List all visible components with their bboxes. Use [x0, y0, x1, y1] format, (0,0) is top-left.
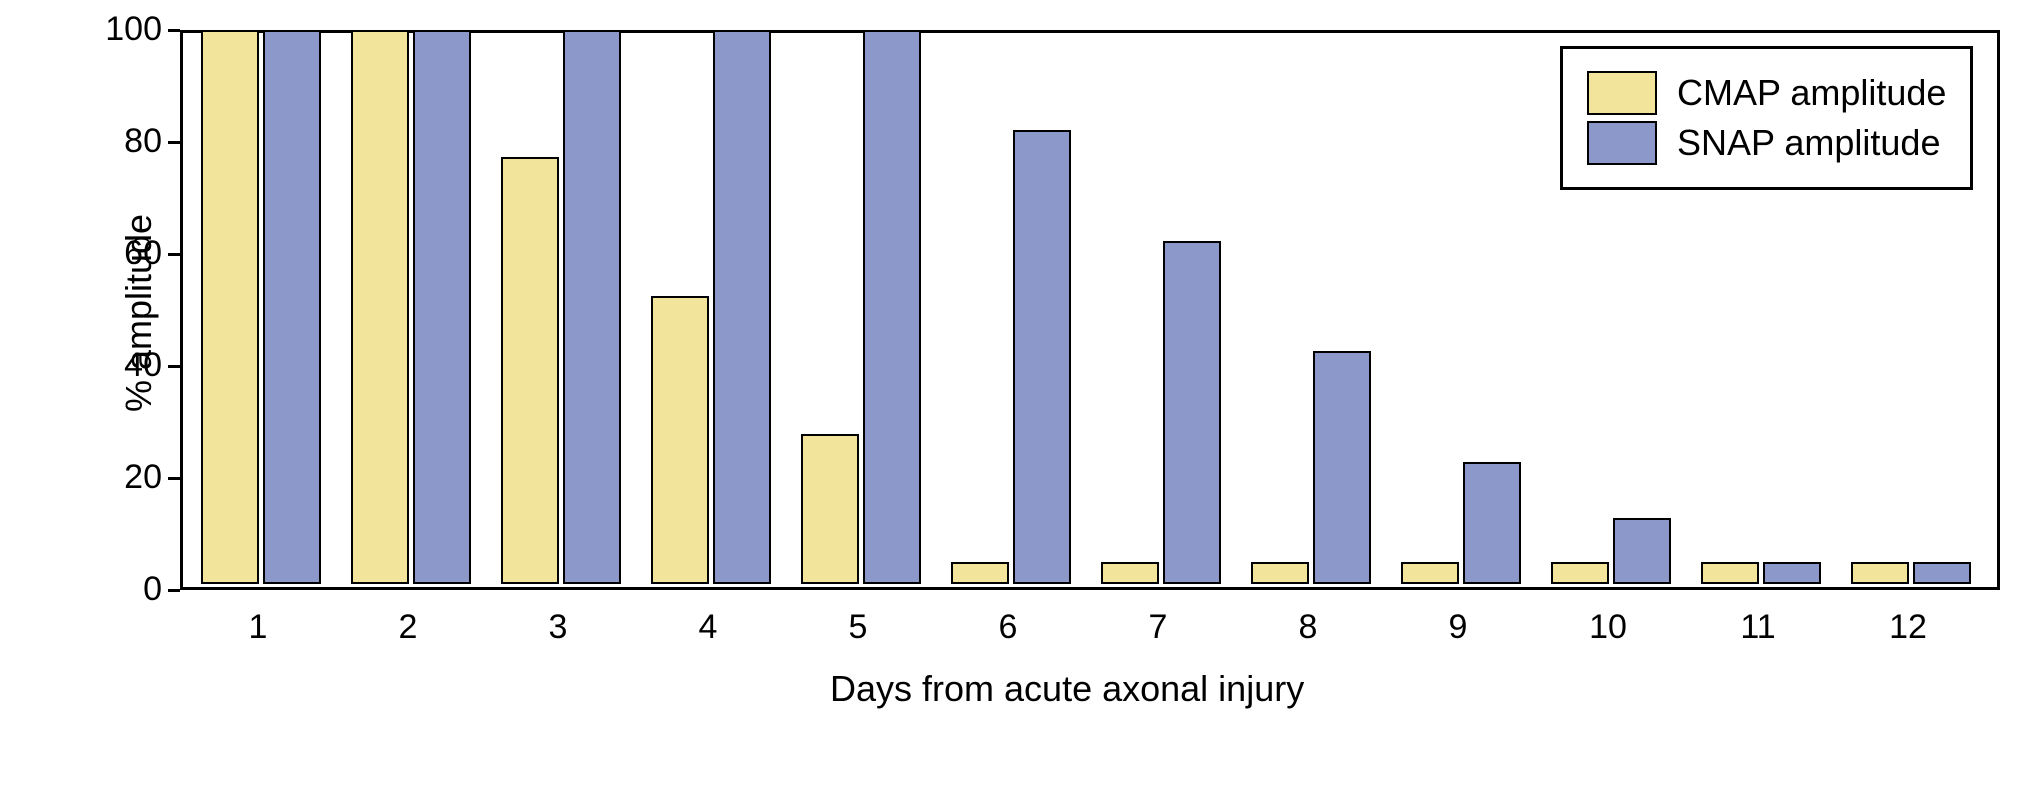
bar-snap: [413, 30, 471, 584]
amplitude-bar-chart: % amplitude Days from acute axonal injur…: [20, 20, 2010, 780]
bar-cmap: [1851, 562, 1909, 584]
bar-cmap: [1101, 562, 1159, 584]
x-tick-label: 8: [1288, 608, 1328, 647]
bar-snap: [1613, 518, 1671, 584]
legend-swatch: [1587, 71, 1657, 115]
x-tick-label: 7: [1138, 608, 1178, 647]
bar-cmap: [1701, 562, 1759, 584]
legend-label: CMAP amplitude: [1677, 72, 1946, 114]
y-tick-label: 100: [105, 10, 162, 49]
x-tick-label: 9: [1438, 608, 1478, 647]
x-tick-label: 12: [1888, 608, 1928, 647]
bar-cmap: [1251, 562, 1309, 584]
bar-cmap: [951, 562, 1009, 584]
bar-snap: [1313, 351, 1371, 584]
x-tick-label: 2: [388, 608, 428, 647]
bar-snap: [563, 30, 621, 584]
legend: CMAP amplitude SNAP amplitude: [1560, 46, 1973, 190]
bar-cmap: [201, 30, 259, 584]
x-tick-label: 11: [1738, 608, 1778, 647]
y-tick-mark: [168, 141, 180, 144]
y-tick-mark: [168, 29, 180, 32]
x-tick-label: 10: [1588, 608, 1628, 647]
bar-cmap: [801, 434, 859, 584]
bar-cmap: [351, 30, 409, 584]
bar-cmap: [1401, 562, 1459, 584]
x-tick-label: 4: [688, 608, 728, 647]
legend-item: SNAP amplitude: [1587, 121, 1946, 165]
x-tick-label: 6: [988, 608, 1028, 647]
bar-snap: [1463, 462, 1521, 584]
y-tick-label: 60: [124, 234, 162, 273]
bar-snap: [1913, 562, 1971, 584]
y-tick-label: 0: [143, 570, 162, 609]
y-tick-mark: [168, 365, 180, 368]
bar-snap: [263, 30, 321, 584]
legend-swatch: [1587, 121, 1657, 165]
y-tick-mark: [168, 477, 180, 480]
legend-label: SNAP amplitude: [1677, 122, 1940, 164]
bar-snap: [1763, 562, 1821, 584]
bar-cmap: [1551, 562, 1609, 584]
bar-snap: [713, 30, 771, 584]
x-axis-label: Days from acute axonal injury: [830, 668, 1304, 710]
x-tick-label: 3: [538, 608, 578, 647]
bar-snap: [1013, 130, 1071, 584]
bar-snap: [863, 30, 921, 584]
x-tick-label: 1: [238, 608, 278, 647]
x-tick-label: 5: [838, 608, 878, 647]
y-tick-mark: [168, 253, 180, 256]
y-tick-label: 80: [124, 122, 162, 161]
y-tick-label: 40: [124, 346, 162, 385]
y-tick-mark: [168, 589, 180, 592]
bar-cmap: [651, 296, 709, 584]
bar-cmap: [501, 157, 559, 584]
y-tick-label: 20: [124, 458, 162, 497]
legend-item: CMAP amplitude: [1587, 71, 1946, 115]
bar-snap: [1163, 241, 1221, 584]
